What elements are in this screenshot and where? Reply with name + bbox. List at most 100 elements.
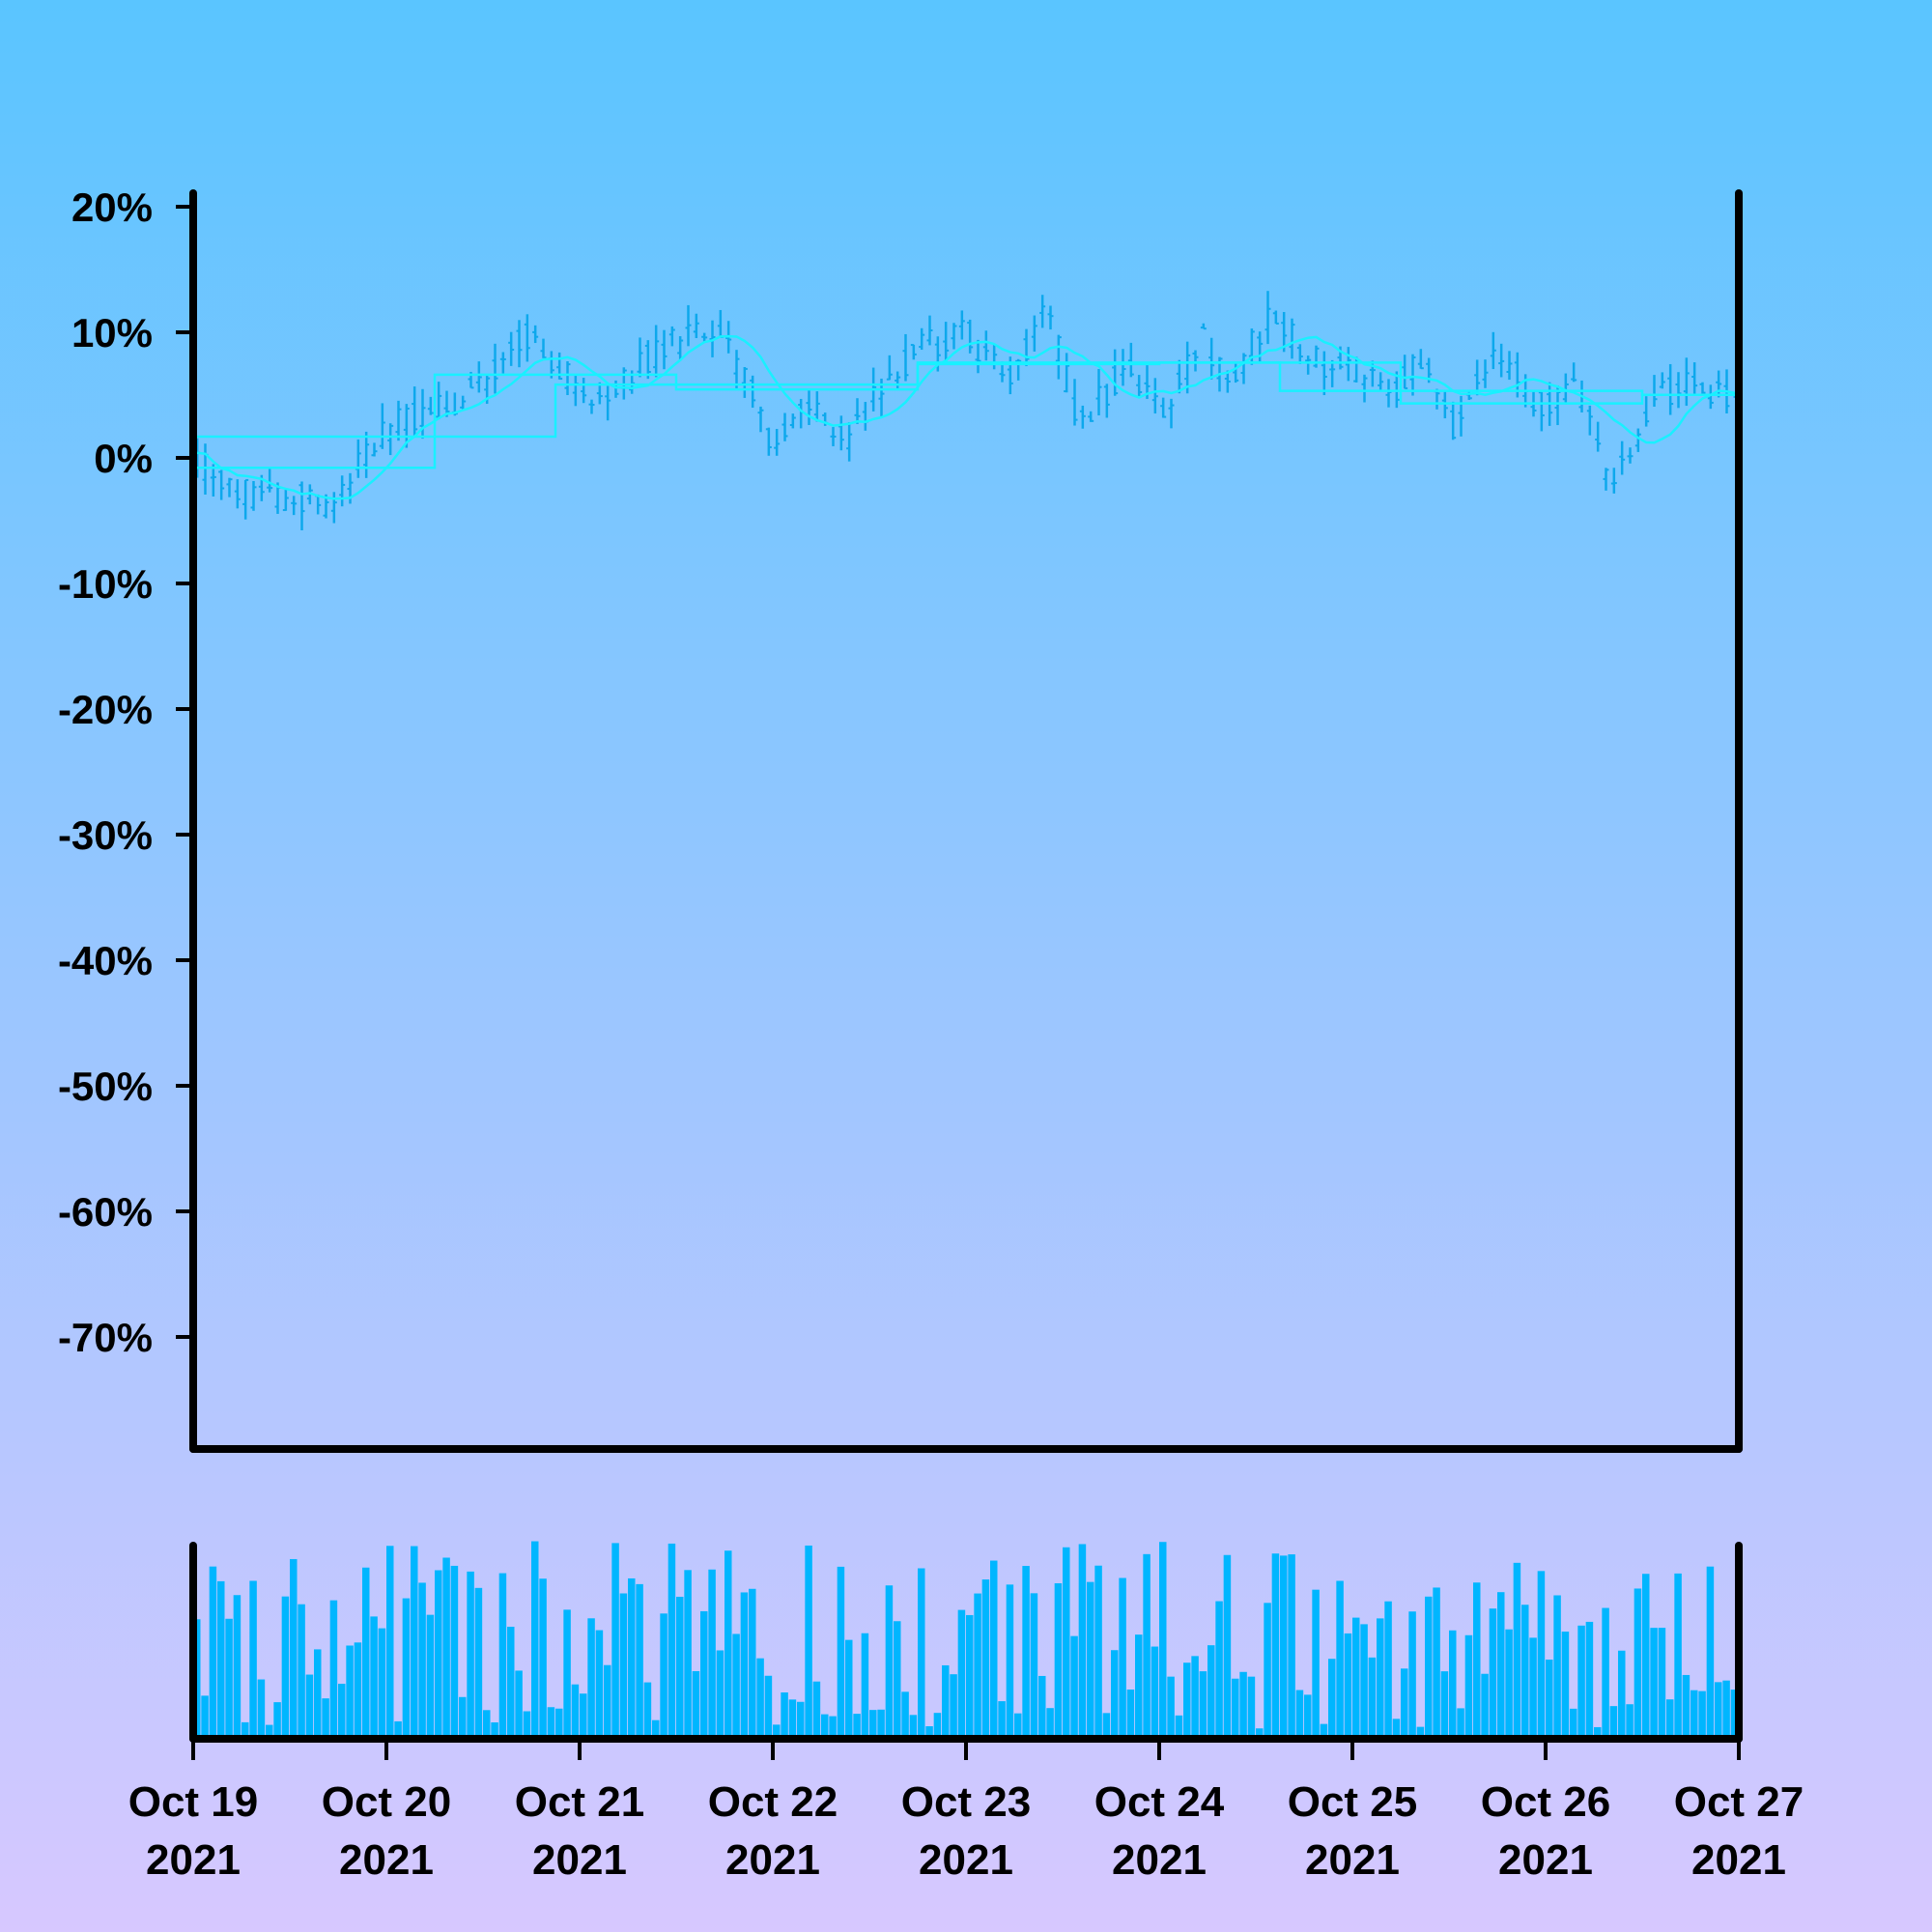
volume-bar <box>1126 1690 1135 1739</box>
volume-bar <box>732 1634 740 1739</box>
y-tick-label: -70% <box>58 1315 153 1360</box>
ohlc-bar <box>1088 411 1094 422</box>
ohlc-bar <box>1127 342 1134 378</box>
volume-bar <box>595 1630 604 1739</box>
ohlc-bar <box>291 496 298 516</box>
volume-bar <box>1489 1608 1497 1739</box>
x-tick-year-label: 2021 <box>1305 1836 1400 1884</box>
volume-bar <box>450 1565 459 1739</box>
ohlc-bar <box>1361 374 1368 403</box>
volume-bar <box>933 1713 942 1739</box>
ohlc-bar <box>572 374 579 407</box>
volume-bar <box>1457 1708 1464 1739</box>
volume-bar <box>1264 1603 1271 1739</box>
x-tick-year-label: 2021 <box>146 1836 241 1884</box>
volume-bar <box>1022 1566 1030 1739</box>
volume-bar <box>1046 1708 1054 1739</box>
volume-bar <box>1288 1554 1295 1739</box>
volume-bar <box>555 1708 563 1739</box>
ohlc-bar <box>1538 391 1545 432</box>
ohlc-bar <box>701 332 708 342</box>
y-tick-label: 10% <box>71 310 153 355</box>
volume-bar <box>837 1566 845 1739</box>
ohlc-bar <box>1667 363 1674 415</box>
ohlc-bar <box>1095 368 1102 415</box>
ohlc-bar <box>1039 295 1046 328</box>
ohlc-bar <box>1345 347 1351 382</box>
volume-bar <box>580 1693 587 1739</box>
volume-bar <box>1546 1660 1553 1739</box>
ohlc-bar <box>1305 355 1312 375</box>
volume-bar <box>918 1568 925 1739</box>
ohlc-bar <box>1176 359 1182 394</box>
volume-bar <box>829 1716 837 1739</box>
volume-bar <box>974 1593 981 1739</box>
volume-bar <box>1577 1625 1585 1739</box>
ohlc-bar <box>1506 351 1513 381</box>
ohlc-bar <box>427 396 434 415</box>
x-tick-label: Oct 27 <box>1674 1778 1804 1826</box>
ohlc-bar <box>1168 398 1175 429</box>
ohlc-bar <box>1490 331 1496 370</box>
ohlc-bar <box>1200 323 1207 330</box>
y-tick-label: -30% <box>58 812 153 858</box>
ohlc-bar <box>298 481 305 530</box>
volume-bar <box>812 1681 821 1739</box>
ohlc-bar <box>1482 359 1489 388</box>
volume-bar <box>1521 1605 1529 1739</box>
volume-bar <box>233 1595 242 1739</box>
volume-bar <box>257 1679 266 1739</box>
ohlc-bar <box>1064 353 1070 393</box>
ohlc-bar <box>581 378 587 404</box>
volume-bar <box>1063 1547 1070 1739</box>
volume-bar <box>1328 1659 1336 1739</box>
volume-bar <box>1078 1544 1087 1739</box>
volume-bar <box>1030 1593 1038 1739</box>
volume-bar <box>1336 1580 1344 1739</box>
volume-bar <box>539 1578 547 1739</box>
volume-panel <box>189 1541 1743 1743</box>
volume-bar <box>1232 1678 1239 1739</box>
ohlc-bar <box>1378 372 1384 392</box>
ohlc-bar <box>789 413 796 429</box>
ohlc-bar <box>862 402 868 431</box>
ohlc-bar <box>1120 349 1126 386</box>
volume-bar <box>990 1560 998 1739</box>
volume-bar <box>483 1710 491 1739</box>
volume-bar <box>716 1650 724 1739</box>
volume-bar <box>1408 1611 1416 1739</box>
y-axis: 20% 10% 0% -10% -20% -30% -40% -50% -60% -70% <box>58 185 193 1360</box>
volume-bar <box>1094 1565 1102 1739</box>
ohlc-bar <box>846 422 853 462</box>
ohlc-bar <box>339 475 346 507</box>
x-tick-year-label: 2021 <box>919 1836 1013 1884</box>
ohlc-bar <box>1031 315 1037 352</box>
volume-bar <box>266 1724 273 1739</box>
volume-bar <box>1682 1674 1690 1739</box>
volume-bar <box>1464 1634 1473 1739</box>
volume-bar <box>894 1621 901 1739</box>
volume-bar <box>1666 1699 1674 1739</box>
ohlc-bar <box>685 304 692 347</box>
volume-bar <box>354 1642 362 1739</box>
ohlc-bar <box>612 380 619 398</box>
ohlc-bar <box>733 350 740 389</box>
x-tick-year-label: 2021 <box>532 1836 627 1884</box>
ohlc-bar <box>403 404 410 448</box>
volume-bar <box>346 1645 354 1739</box>
volume-bar <box>1312 1589 1320 1739</box>
volume-bar <box>442 1557 450 1739</box>
ohlc-bar <box>1393 371 1400 409</box>
ohlc-bar <box>1409 354 1416 396</box>
ohlc-bar <box>902 333 909 382</box>
volume-bar <box>636 1583 643 1739</box>
ohlc-bar <box>1385 379 1392 408</box>
x-tick-label: Oct 20 <box>322 1778 452 1826</box>
volume-bar <box>1239 1671 1247 1739</box>
ohlc-bar <box>991 345 998 370</box>
ohlc-bar <box>951 323 957 350</box>
volume-bar <box>1183 1662 1191 1739</box>
ohlc-bar <box>499 352 506 374</box>
ohlc-bar <box>1321 351 1327 396</box>
volume-bar <box>781 1692 788 1739</box>
